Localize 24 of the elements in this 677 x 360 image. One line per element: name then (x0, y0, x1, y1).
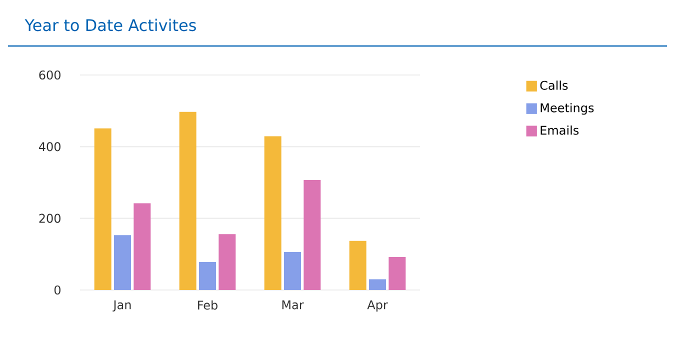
bar (349, 240, 366, 290)
legend-label: Emails (540, 126, 579, 135)
bar (264, 136, 282, 290)
bar (304, 180, 321, 290)
bar (218, 234, 236, 290)
bar (284, 252, 301, 290)
x-tick-label: Apr (367, 300, 388, 312)
x-tick-label: Jan (112, 300, 131, 312)
legend-label: Meetings (540, 103, 594, 115)
y-tick-label: 400 (38, 142, 60, 152)
x-tick-label: Mar (282, 300, 304, 310)
chart-title: Year to Date Activites (24, 18, 196, 32)
y-tick-label: 200 (39, 214, 60, 223)
bar (94, 128, 112, 290)
bar (114, 235, 131, 290)
y-tick-label: 0 (54, 285, 60, 295)
y-tick-label: 600 (39, 70, 60, 80)
legend-label: Calls (540, 80, 568, 90)
bar (134, 203, 151, 290)
bar (179, 112, 196, 290)
bar (388, 257, 406, 290)
bar (369, 279, 386, 290)
x-tick-label: Feb (198, 300, 218, 310)
bar (199, 262, 216, 290)
